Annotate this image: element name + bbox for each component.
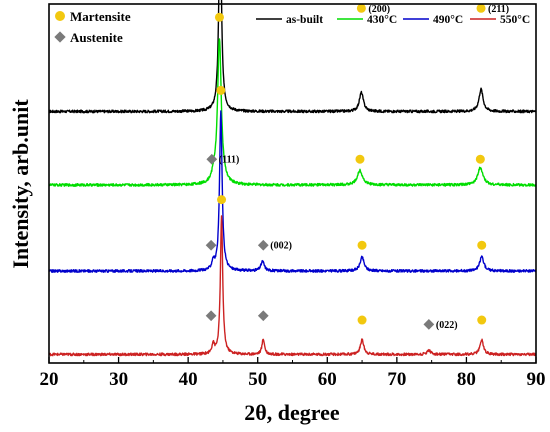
x-tick-label: 80 (457, 369, 476, 390)
austenite-legend-marker (54, 31, 66, 43)
legend-label-as-built: as-built (286, 14, 323, 26)
martensite-legend-label: Martensite (70, 9, 131, 24)
series-550c-martensite-marker (357, 315, 367, 325)
x-axis: 20 30 40 50 60 70 80 90 (40, 357, 546, 390)
x-tick-label: 70 (387, 369, 406, 390)
series-as-built-martensite-marker (476, 3, 486, 13)
series-550c-martensite-marker (477, 315, 487, 325)
series-490c-martensite-marker (357, 240, 367, 250)
series-550c-martensite-marker (217, 195, 227, 205)
austenite-legend-label: Austenite (70, 30, 123, 45)
legend-label-490: 490°C (433, 14, 463, 26)
series-490c-austenite-marker (257, 239, 269, 251)
series-550c-austenite-marker (205, 310, 217, 322)
series-430c-martensite-marker (214, 12, 224, 22)
legend-label-550: 550°C (500, 14, 530, 26)
series-490c-austenite-marker (205, 239, 217, 251)
series-490c-martensite-marker (477, 240, 487, 250)
peak-label: (002) (270, 241, 292, 252)
series-430c-martensite-marker (475, 154, 485, 164)
series-line-as-built (48, 0, 537, 114)
peak-label: (111) (219, 155, 240, 166)
x-tick-label: 90 (527, 369, 546, 390)
x-tick-label: 30 (109, 369, 128, 390)
series-430c-austenite-marker (206, 153, 218, 165)
peak-label: (211) (488, 4, 509, 15)
series-line-550c (48, 215, 537, 357)
x-tick-label: 20 (40, 369, 59, 390)
series-legend: as-built 430°C 490°C 550°C (256, 14, 530, 26)
peak-label: (200) (368, 4, 390, 15)
series-layer (48, 0, 537, 357)
series-line-490c (48, 110, 537, 273)
series-490c-martensite-marker (216, 85, 226, 95)
series-550c-austenite-marker (257, 310, 269, 322)
phase-legend: Martensite Austenite (54, 9, 131, 45)
legend-label-430: 430°C (367, 14, 397, 26)
peak-label: (022) (436, 320, 458, 331)
series-550c-austenite-marker (423, 318, 435, 330)
series-430c-martensite-marker (355, 154, 365, 164)
x-tick-label: 40 (179, 369, 198, 390)
annotation-layer: (110)(200)(211)(111)(002)(022) (205, 3, 509, 331)
series-line-430c (48, 38, 537, 187)
martensite-legend-marker (55, 11, 65, 21)
x-tick-label: 50 (248, 369, 267, 390)
x-tick-label: 60 (318, 369, 337, 390)
series-as-built-martensite-marker (356, 3, 366, 13)
x-axis-title: 2θ, degree (244, 400, 340, 425)
y-axis-title: Intensity, arb.unit (8, 99, 33, 269)
